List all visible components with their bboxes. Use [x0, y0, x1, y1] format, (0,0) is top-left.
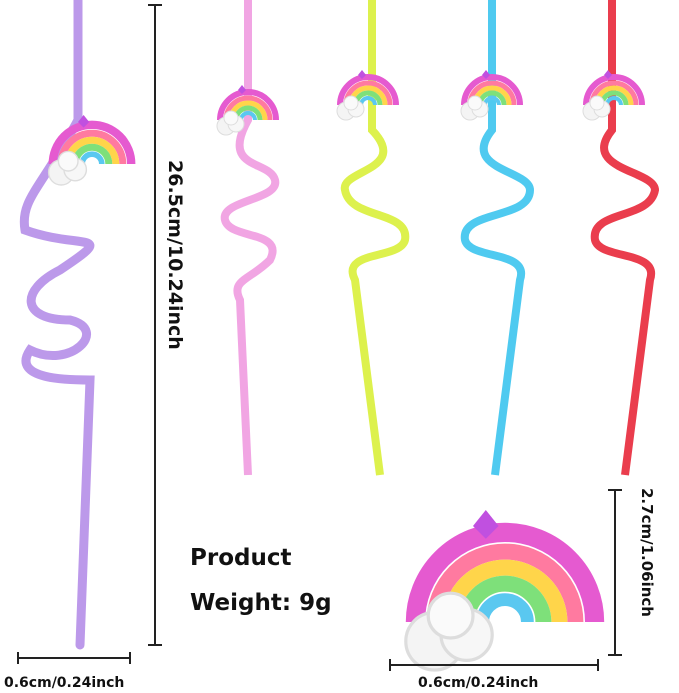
straw-length-label: 26.5cm/10.24inch: [164, 160, 186, 350]
yellow-straw: [337, 0, 410, 476]
topper-height-label: 2.7cm/1.06inch: [638, 488, 656, 617]
straw-diameter-label: 0.6cm/0.24inch: [4, 675, 125, 691]
red-straw: [583, 0, 660, 476]
weight-label-line2: Weight: 9g: [190, 590, 332, 616]
weight-label-line1: Product: [190, 545, 292, 571]
pink-straw: [217, 0, 280, 476]
topper-width-label: 0.6cm/0.24inch: [418, 675, 539, 691]
blue-straw: [461, 0, 535, 476]
purple-straw: [19, 0, 131, 650]
dimension-lines: [17, 4, 622, 671]
rainbow-topper-closeup: [406, 510, 595, 670]
